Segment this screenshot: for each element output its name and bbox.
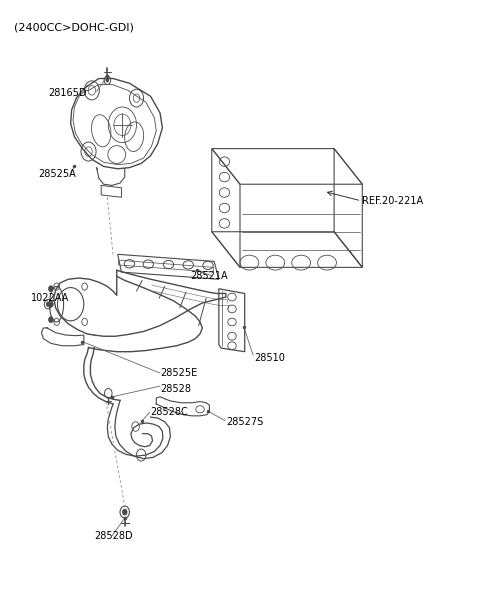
- Text: REF.20-221A: REF.20-221A: [362, 196, 423, 206]
- Circle shape: [48, 301, 53, 307]
- Circle shape: [106, 79, 109, 82]
- Text: 1022AA: 1022AA: [31, 293, 69, 303]
- Text: 28165D: 28165D: [48, 88, 87, 98]
- Text: 28525A: 28525A: [39, 168, 76, 179]
- Text: 28525E: 28525E: [160, 368, 197, 378]
- Text: 28528: 28528: [160, 384, 191, 393]
- Text: 28510: 28510: [254, 353, 285, 362]
- Text: 28528D: 28528D: [94, 531, 133, 541]
- Text: 28521A: 28521A: [191, 271, 228, 281]
- Circle shape: [46, 302, 50, 307]
- Circle shape: [48, 317, 53, 322]
- Text: 28528C: 28528C: [151, 407, 188, 418]
- Circle shape: [122, 509, 127, 515]
- Circle shape: [48, 286, 53, 291]
- Text: (2400CC>DOHC-GDI): (2400CC>DOHC-GDI): [14, 22, 134, 33]
- Text: 28527S: 28527S: [226, 418, 263, 427]
